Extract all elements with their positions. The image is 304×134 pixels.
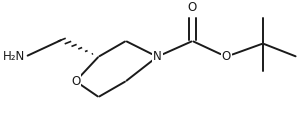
Text: O: O: [71, 75, 80, 88]
Text: O: O: [222, 50, 231, 63]
Text: O: O: [188, 1, 197, 14]
Text: N: N: [153, 50, 162, 63]
Text: H₂N: H₂N: [3, 50, 25, 63]
